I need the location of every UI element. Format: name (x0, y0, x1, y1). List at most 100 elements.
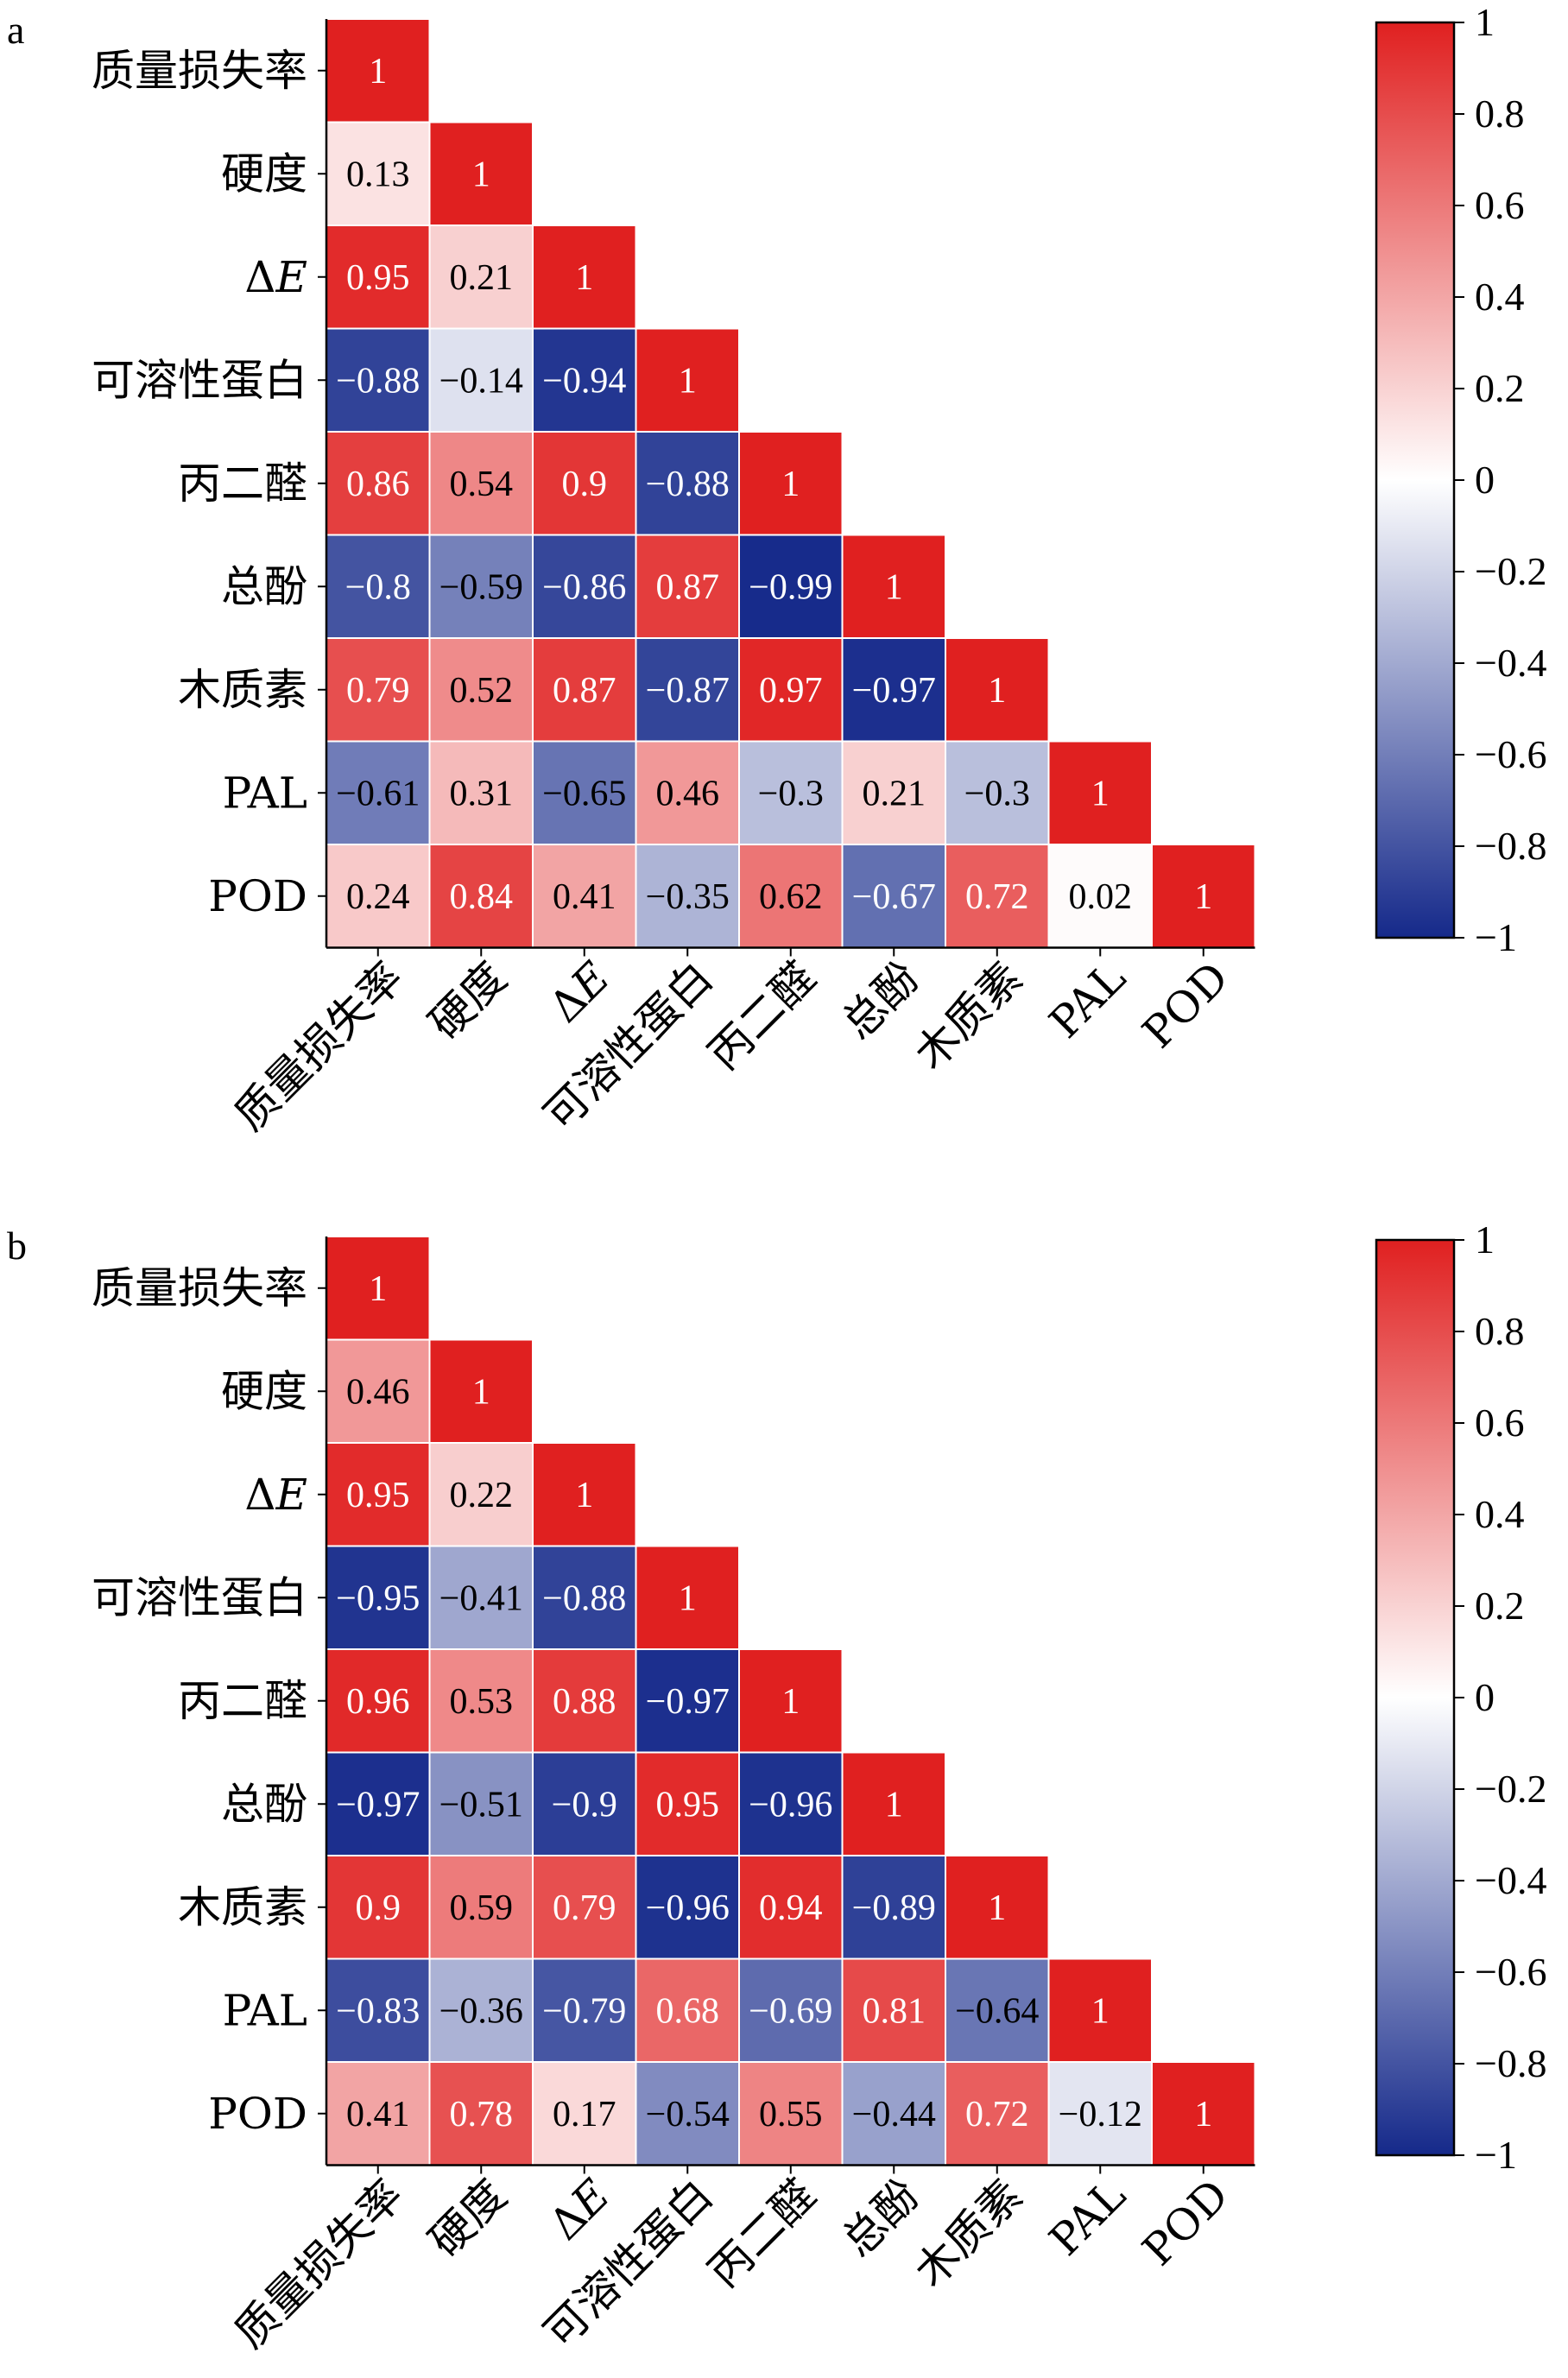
heatmap-cell (1151, 844, 1256, 949)
cell-value-label: −0.99 (749, 567, 832, 607)
heatmap-cell (841, 844, 946, 949)
heatmap-cell (428, 1338, 534, 1444)
cell-value-label: −0.69 (749, 1991, 832, 2031)
heatmap-cell (428, 1648, 534, 1754)
column-label: 木质素 (905, 952, 1032, 1079)
cell-value-label: 0.9 (356, 1888, 401, 1928)
cell-value-label: −0.96 (749, 1785, 832, 1825)
cell-value-label: 0.46 (346, 1372, 410, 1412)
row-label: 质量损失率 (92, 46, 307, 96)
cell-value-label: 0.84 (450, 877, 514, 917)
heatmap-cell (532, 740, 637, 845)
heatmap-cell (841, 1957, 946, 2063)
cell-value-label: 0.86 (346, 465, 410, 504)
cell-value-label: −0.54 (646, 2095, 730, 2135)
cell-value-label: 0.17 (553, 2095, 616, 2135)
heatmap-cell (428, 327, 534, 433)
colorbar-tick-label: −0.6 (1475, 1950, 1546, 1994)
cell-value-label: −0.41 (439, 1578, 523, 1618)
heatmap-panel-a: a10.13 10.95 0.21 1−0.88 −0.14 −0.94 10.86 0.54… (7, 0, 1546, 1141)
colorbar-tick-label: 0.2 (1475, 366, 1525, 410)
heatmap-cell (738, 534, 844, 639)
cell-value-label: 1 (575, 258, 593, 298)
cell-value-label: 1 (1194, 2095, 1212, 2135)
heatmap-cell (532, 1442, 637, 1547)
cell-value-label: 0.62 (759, 877, 823, 917)
heatmap-cell (635, 1545, 740, 1650)
cell-value-label: −0.3 (758, 774, 824, 813)
row-label: 总酚 (221, 561, 307, 611)
panel-letter: b (7, 1224, 27, 1268)
heatmap-cell (945, 1855, 1050, 1960)
row-label: 质量损失率 (92, 1263, 307, 1313)
cell-value-label: 1 (575, 1476, 593, 1515)
heatmap-cell (635, 637, 740, 743)
cell-value-label: −0.89 (852, 1888, 936, 1928)
heatmap-cell (635, 431, 740, 536)
heatmap-cell (532, 1855, 637, 1960)
colorbar-tick-label: 0.8 (1475, 92, 1525, 136)
cell-value-label: 0.94 (759, 1888, 823, 1928)
colorbar-tick-label: −0.4 (1475, 1858, 1546, 1902)
cell-value-label: −0.9 (552, 1785, 617, 1825)
cell-value-label: 0.13 (346, 155, 410, 194)
cell-value-label: −0.97 (336, 1785, 420, 1825)
cell-value-label: 0.22 (450, 1476, 514, 1515)
heatmap-cell (326, 844, 431, 949)
colorbar-tick-label: 1 (1475, 1217, 1495, 1262)
cell-value-label: 0.87 (656, 567, 720, 607)
cell-value-label: −0.44 (852, 2095, 936, 2135)
colorbar (1375, 1238, 1456, 2157)
heatmap-cell (841, 1855, 946, 1960)
cell-value-label: 1 (369, 52, 387, 92)
heatmap-cell (326, 121, 431, 226)
colorbar-tick-label: 1 (1475, 0, 1495, 44)
cell-value-label: 0.68 (656, 1991, 720, 2031)
row-label: 木质素 (178, 665, 307, 715)
heatmap-cell (738, 1648, 844, 1754)
cell-value-label: 0.87 (553, 671, 616, 711)
heatmap-cell (635, 534, 740, 639)
heatmap-cell (945, 637, 1050, 743)
heatmap-cell (428, 1545, 534, 1650)
colorbar-tick-label: −0.6 (1475, 732, 1546, 776)
heatmap-cell (532, 1545, 637, 1650)
column-label: 丙二醛 (699, 2170, 825, 2297)
colorbar-tick-label: −0.2 (1475, 549, 1546, 593)
cell-value-label: −0.88 (646, 465, 730, 504)
row-label: PAL (223, 1985, 307, 2035)
heatmap-panel-b: b10.46 10.95 0.22 1−0.95 −0.41 −0.88 10.96 0.53… (7, 1217, 1546, 2358)
cell-value-label: 0.78 (450, 2095, 514, 2135)
cell-value-label: 0.21 (863, 774, 926, 813)
row-label: 硬度 (221, 149, 307, 199)
cell-value-label: 1 (472, 155, 490, 194)
cell-value-label: 1 (885, 567, 903, 607)
colorbar-tick-label: −0.8 (1475, 2041, 1546, 2085)
colorbar-tick-label: 0.6 (1475, 1401, 1525, 1445)
cell-value-label: 1 (1091, 774, 1110, 813)
cell-value-label: −0.67 (852, 877, 936, 917)
heatmap-cell (635, 1751, 740, 1856)
cell-value-label: 1 (988, 1888, 1006, 1928)
colorbar-tick-label: −1 (1475, 915, 1517, 959)
colorbar-tick-label: 0 (1475, 458, 1495, 502)
heatmap-cell (635, 844, 740, 949)
heatmap-cell (326, 18, 431, 123)
heatmap-cell (738, 1855, 844, 1960)
cell-value-label: 0.46 (656, 774, 720, 813)
cell-value-label: −0.97 (646, 1682, 730, 1722)
cell-value-label: 0.88 (553, 1682, 616, 1722)
column-label: 木质素 (905, 2170, 1032, 2297)
cell-value-label: −0.59 (439, 567, 523, 607)
row-label: POD (208, 871, 307, 921)
cell-value-label: −0.94 (542, 361, 626, 401)
colorbar-tick-label: 0 (1475, 1675, 1495, 1719)
heatmap-cell (326, 2061, 431, 2166)
cell-value-label: −0.36 (439, 1991, 523, 2031)
row-label: POD (208, 2089, 307, 2139)
cell-value-label: −0.12 (1059, 2095, 1142, 2135)
cell-value-label: −0.79 (542, 1991, 626, 2031)
column-label: 质量损失率 (224, 2170, 413, 2358)
cell-value-label: 0.72 (965, 877, 1029, 917)
cell-value-label: 0.79 (346, 671, 410, 711)
